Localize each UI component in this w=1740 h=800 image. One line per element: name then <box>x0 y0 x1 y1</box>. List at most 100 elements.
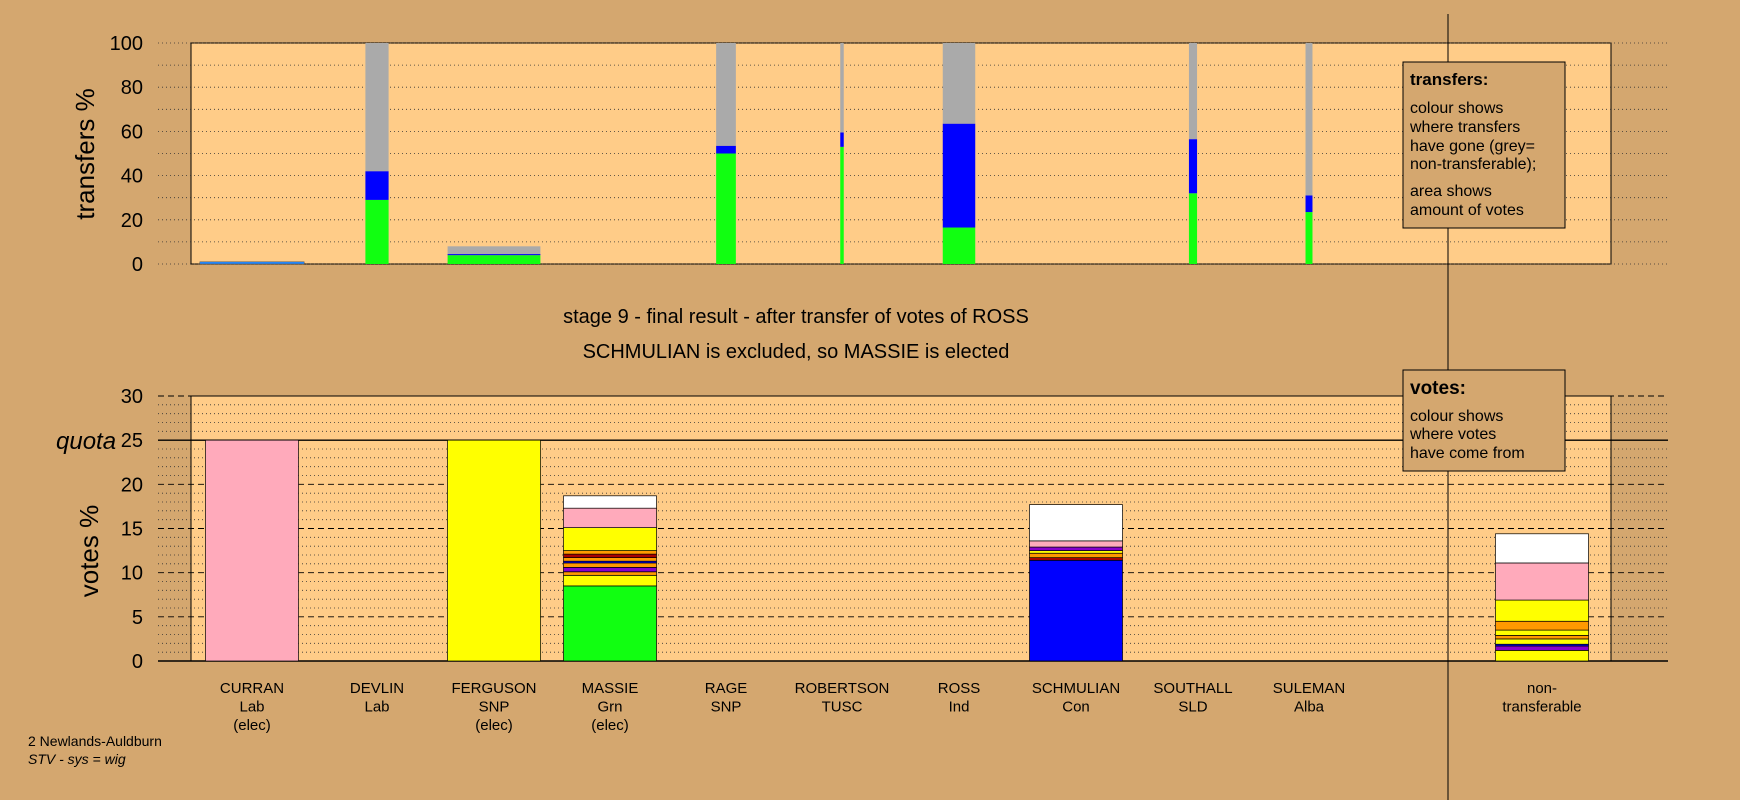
y-tick-label: 80 <box>121 77 143 99</box>
vote-bar-segment <box>563 567 657 573</box>
vote-bar-segment <box>563 553 657 558</box>
votes-grid <box>158 395 1668 662</box>
candidate-name: SULEMAN <box>1273 680 1346 697</box>
legend-transfers-line: have gone (grey= <box>1410 138 1535 155</box>
y-tick-label: 10 <box>121 563 143 585</box>
votes-bars <box>205 439 1589 662</box>
vote-bar-segment <box>1029 540 1123 548</box>
y-tick-label: 25 <box>121 430 143 452</box>
legend-transfers-line: amount of votes <box>1410 202 1524 219</box>
transfer-bar-segment <box>942 43 976 124</box>
transfer-bar-segment <box>447 255 541 264</box>
transfer-bar-segment <box>840 43 844 133</box>
transfer-bar-segment <box>447 254 541 256</box>
votes-y-axis-label: votes % <box>74 505 104 598</box>
candidate-status: (elec) <box>591 717 629 734</box>
vote-bar-segment <box>563 550 657 555</box>
candidate-party: TUSC <box>822 699 863 716</box>
vote-bar-segment <box>447 439 541 662</box>
vote-bar-segment <box>563 562 657 568</box>
candidate-name: CURRAN <box>220 680 284 697</box>
vote-bar-segment <box>1495 629 1589 636</box>
transfer-bar-segment <box>365 171 389 200</box>
transfer-bar-segment <box>1305 43 1313 196</box>
transfer-bar-segment <box>840 132 844 147</box>
transfers-y-axis-label: transfers % <box>70 88 100 220</box>
y-tick-label: 100 <box>110 33 143 55</box>
legend-votes-box <box>1402 369 1566 472</box>
candidate-party: SNP <box>711 699 742 716</box>
transfer-bar-segment <box>365 199 389 264</box>
candidate-name: ROSS <box>938 680 981 697</box>
vote-bar-segment <box>205 439 299 662</box>
transfer-bar-segment <box>942 227 976 264</box>
candidate-party: Alba <box>1294 699 1325 716</box>
y-tick-label: 40 <box>121 166 143 188</box>
transfer-bar-segment <box>840 146 844 264</box>
vote-bar-segment <box>1495 533 1589 564</box>
legend-transfers-line: area shows <box>1410 183 1492 200</box>
transfer-bar-segment <box>1188 193 1198 264</box>
candidate-party: Con <box>1062 699 1090 716</box>
transfers-bars <box>199 43 1313 265</box>
y-tick-label: 0 <box>132 254 143 276</box>
candidate-status: (elec) <box>475 717 513 734</box>
transfer-bar-segment <box>942 123 976 228</box>
vote-bar-segment <box>1029 504 1123 542</box>
y-tick-label: 30 <box>121 386 143 408</box>
vote-bar-segment <box>1495 650 1589 662</box>
votes-y-ticks: 0 5 10 15 20 25 30 <box>121 386 143 673</box>
candidate-party: SLD <box>1178 699 1207 716</box>
transfer-bar-segment <box>716 153 736 264</box>
transfer-bar-segment <box>447 246 541 255</box>
transfer-bar-segment <box>716 43 736 146</box>
transfers-y-ticks: 0 20 40 60 80 100 <box>110 33 143 276</box>
votes-category-labels: CURRANLab(elec)DEVLINLabFERGUSONSNP(elec… <box>220 680 1582 734</box>
candidate-status: (elec) <box>233 717 271 734</box>
vote-bar-segment <box>1495 599 1589 622</box>
vote-bar-segment <box>563 507 657 528</box>
vote-bar-segment <box>563 585 657 662</box>
legend-transfers: transfers: colour shows where transfers … <box>1402 61 1566 229</box>
legend-transfers-line: colour shows <box>1410 100 1503 117</box>
transfer-bar-segment <box>1188 139 1198 194</box>
vote-bar-segment <box>1029 546 1123 551</box>
vote-bar-segment <box>1029 559 1123 662</box>
vote-bar-segment <box>563 527 657 551</box>
legend-votes-line: colour shows <box>1410 408 1503 425</box>
stage-title: stage 9 - final result - after transfer … <box>563 306 1029 328</box>
vote-bar-segment <box>1495 638 1589 645</box>
vote-bar-segment <box>1029 552 1123 559</box>
transfer-bar-segment <box>365 43 389 172</box>
y-tick-label: 5 <box>132 607 143 629</box>
transfer-bar-segment <box>199 261 305 265</box>
system-label: STV - sys = wig <box>28 751 126 767</box>
y-tick-label: 15 <box>121 519 143 541</box>
y-tick-label: 0 <box>132 651 143 673</box>
vote-bar-segment <box>1495 645 1589 651</box>
constituency-label: 2 Newlands-Auldburn <box>28 733 162 749</box>
legend-transfers-heading: transfers: <box>1410 70 1488 89</box>
candidate-name: DEVLIN <box>350 680 404 697</box>
legend-transfers-line: where transfers <box>1409 119 1520 136</box>
vote-bar-segment <box>1495 635 1589 640</box>
candidate-name: non- <box>1527 680 1557 697</box>
vote-bar-segment <box>563 574 657 587</box>
candidate-name: SCHMULIAN <box>1032 680 1120 697</box>
candidate-name: RAGE <box>705 680 748 697</box>
quota-label: quota <box>56 428 116 455</box>
candidate-party: Lab <box>239 699 264 716</box>
vote-bar-segment <box>1495 562 1589 601</box>
candidate-name: ROBERTSON <box>795 680 890 697</box>
legend-votes-line: where votes <box>1409 426 1496 443</box>
vote-bar-segment <box>1495 620 1589 631</box>
vote-bar-segment <box>563 571 657 576</box>
y-tick-label: 20 <box>121 210 143 232</box>
transfers-chart: 0 20 40 60 80 100 transfers % <box>70 33 1668 276</box>
stage-subtitle: SCHMULIAN is excluded, so MASSIE is elec… <box>583 341 1010 363</box>
transfer-bar-segment <box>1305 212 1313 264</box>
candidate-party: Lab <box>364 699 389 716</box>
transfer-bar-segment <box>716 145 736 154</box>
